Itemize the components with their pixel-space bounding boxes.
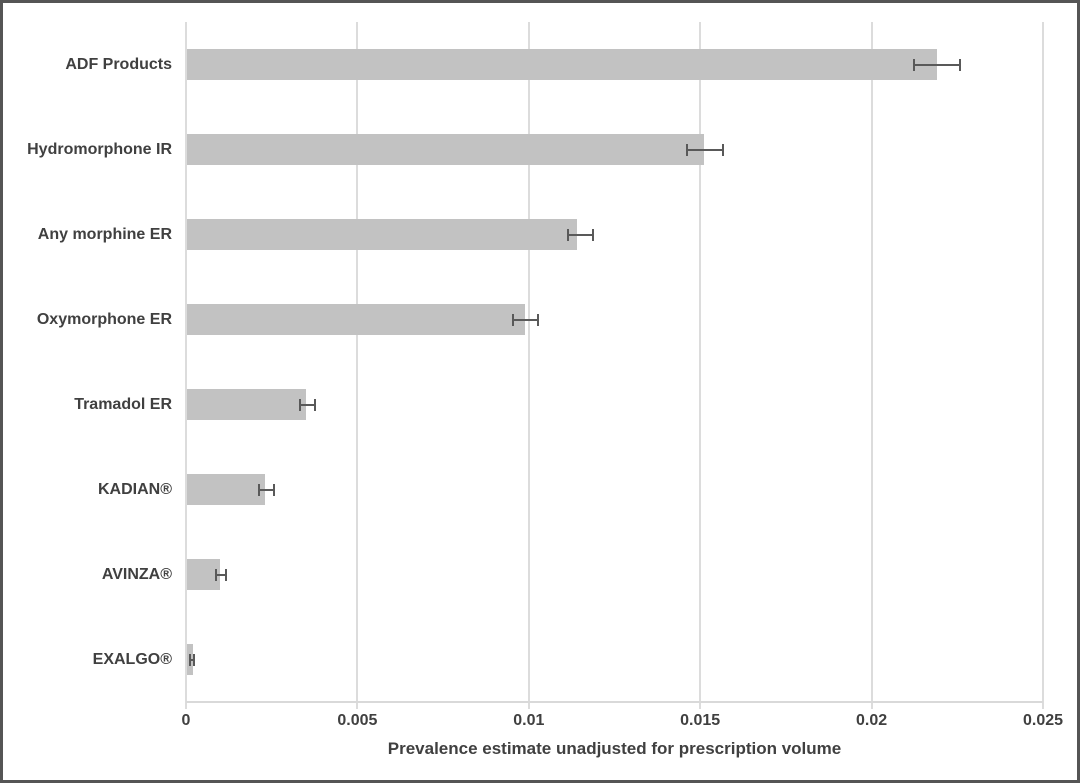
- x-tick-label: 0: [181, 712, 191, 729]
- error-bar-cap-high: [591, 228, 594, 241]
- error-bar-cap-low: [566, 228, 569, 241]
- chart-bar: [187, 304, 526, 335]
- category-label: AVINZA®: [101, 565, 172, 583]
- error-bar-cap-low: [257, 483, 260, 496]
- error-bar-cap-high: [537, 313, 540, 326]
- chart-bar: [187, 134, 704, 165]
- chart-bar: [187, 389, 306, 420]
- error-bar-cap-high: [273, 483, 276, 496]
- gridline: [356, 22, 359, 709]
- error-bar-cap-high: [314, 398, 317, 411]
- error-bar-line: [257, 488, 276, 491]
- gridline: [699, 22, 702, 709]
- error-bar-line: [511, 318, 540, 321]
- x-axis-title: Prevalence estimate unadjusted for presc…: [387, 739, 842, 758]
- chart-bar: [187, 474, 265, 505]
- error-bar-cap-high: [958, 58, 961, 71]
- error-bar-line: [299, 403, 317, 406]
- category-label: Tramadol ER: [74, 395, 172, 413]
- x-tick-label: 0.025: [1022, 712, 1064, 729]
- error-bar-line: [566, 233, 594, 236]
- x-tick-label: 0.015: [680, 712, 721, 729]
- category-label: Any morphine ER: [37, 225, 172, 243]
- error-bar-cap-low: [215, 568, 218, 581]
- error-bar-line: [189, 658, 195, 661]
- category-label: EXALGO®: [92, 650, 172, 668]
- gridline: [1042, 22, 1044, 709]
- error-bar-cap-low: [912, 58, 915, 71]
- x-tick-label: 0.01: [513, 712, 545, 729]
- error-bar-line: [686, 148, 725, 151]
- x-axis-line: [186, 701, 1043, 703]
- error-bar-cap-high: [225, 568, 228, 581]
- error-bar-cap-low: [299, 398, 302, 411]
- category-label: Hydromorphone IR: [27, 140, 172, 158]
- chart-bar: [187, 559, 221, 590]
- error-bar-cap-high: [722, 143, 725, 156]
- chart-bar: [187, 219, 577, 250]
- error-bar-cap-low: [189, 653, 192, 666]
- category-label: KADIAN®: [97, 480, 172, 498]
- category-label: Oxymorphone ER: [36, 310, 172, 328]
- y-axis-line: [185, 22, 187, 709]
- error-bar-cap-high: [192, 653, 195, 666]
- gridline: [870, 22, 873, 709]
- gridline: [527, 22, 530, 709]
- chart-bar: [187, 49, 937, 80]
- error-bar-line: [215, 573, 228, 576]
- error-bar-cap-low: [686, 143, 689, 156]
- x-tick-label: 0.02: [856, 712, 888, 729]
- x-tick-label: 0.005: [337, 712, 378, 729]
- error-bar-cap-low: [511, 313, 514, 326]
- category-label: ADF Products: [65, 55, 172, 73]
- error-bar-line: [912, 63, 961, 66]
